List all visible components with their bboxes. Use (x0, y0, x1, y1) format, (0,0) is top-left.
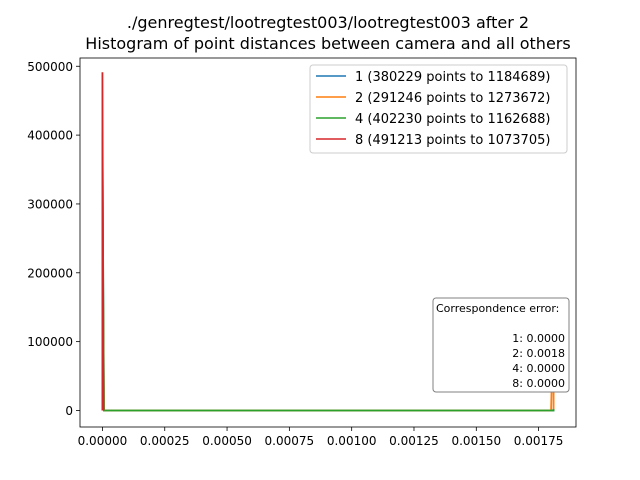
legend: 1 (380229 points to 1184689) 2 (291246 p… (309, 64, 568, 154)
axes-frame (79, 57, 577, 428)
correspondence-error-title: Correspondence error: (436, 302, 559, 315)
legend-label-1: 1 (380229 points to 1184689) (355, 70, 550, 85)
legend-label-2: 2 (291246 points to 1273672) (355, 91, 550, 106)
x-tick-label: 0.00125 (389, 434, 439, 448)
chart-title-line-1: ./genregtest/lootregtest003/lootregtest0… (127, 13, 529, 32)
y-tick-label: 500000 (27, 60, 73, 74)
correspondence-error-line-4: 8: 0.0000 (512, 377, 565, 390)
x-tick-label: 0.00150 (451, 434, 501, 448)
correspondence-error-line-1: 1: 0.0000 (512, 332, 565, 345)
x-tick-label: 0.00025 (140, 434, 190, 448)
y-tick-label: 100000 (27, 335, 73, 349)
y-tick-label: 0 (65, 404, 73, 418)
x-tick-label: 0.00075 (265, 434, 315, 448)
correspondence-error-line-3: 4: 0.0000 (512, 362, 565, 375)
series-layer (101, 72, 555, 412)
correspondence-error-line-2: 2: 0.0018 (512, 347, 565, 360)
legend-label-3: 4 (402230 points to 1162688) (355, 112, 550, 127)
y-tick-label: 300000 (27, 197, 73, 211)
chart-title-line-2: Histogram of point distances between cam… (85, 34, 570, 53)
y-tick-label: 200000 (27, 266, 73, 280)
legend-box (309, 64, 568, 154)
legend-label-4: 8 (491213 points to 1073705) (355, 133, 550, 148)
y-axis-ticks: 0 100000 200000 300000 400000 500000 (27, 60, 80, 418)
x-tick-label: 0.00000 (78, 434, 128, 448)
x-tick-label: 0.00175 (514, 434, 564, 448)
x-tick-label: 0.00050 (202, 434, 252, 448)
x-axis-ticks: 0.00000 0.00025 0.00050 0.00075 0.00100 0.001… (78, 427, 564, 448)
y-tick-label: 400000 (27, 129, 73, 143)
x-tick-label: 0.00100 (327, 434, 377, 448)
correspondence-error-frame (432, 297, 570, 393)
correspondence-error-box: Correspondence error: 1: 0.0000 2: 0.001… (432, 297, 570, 393)
series-line-4 (101, 72, 105, 411)
